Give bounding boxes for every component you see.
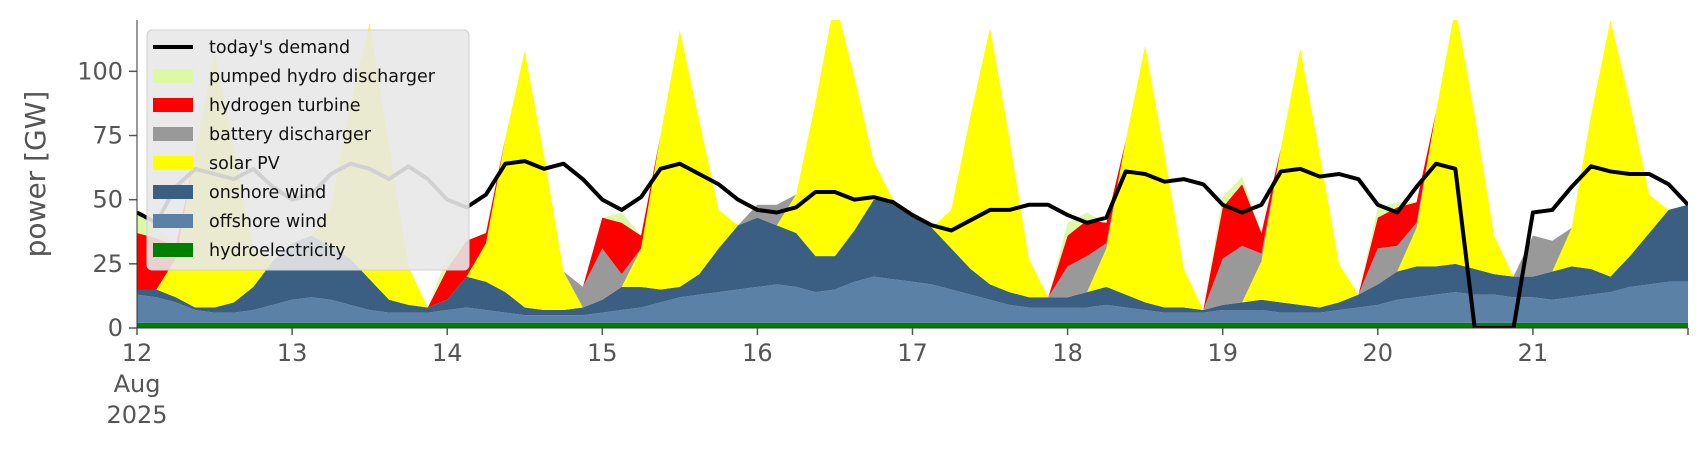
legend-label-today-s-demand: today's demand (209, 38, 350, 58)
x-ticks: 12 Aug 2025 13 14 15 16 17 18 19 20 21 (106, 328, 1689, 429)
y-tick-label: 25 (92, 250, 123, 278)
y-axis-title: power [GW] (19, 91, 52, 258)
y-tick-label: 50 (92, 186, 123, 214)
legend-swatch-hydroelectricity (153, 243, 193, 257)
legend-swatch-solar-pv (153, 156, 193, 170)
x-tick-label: 13 (277, 339, 308, 367)
area-solar-pv (137, 20, 1688, 311)
legend-label-solar-pv: solar PV (209, 154, 280, 174)
legend-label-offshore-wind: offshore wind (209, 212, 327, 232)
x-tick-label: 16 (742, 339, 773, 367)
x-tick-year-label: 2025 (106, 401, 167, 429)
area-onshore-wind (137, 199, 1688, 316)
legend-label-hydrogen-turbine: hydrogen turbine (209, 96, 361, 116)
legend-box (146, 29, 470, 271)
x-tick-label: 21 (1518, 339, 1549, 367)
y-tick-label: 100 (77, 57, 123, 85)
y-tick-label: 0 (108, 314, 123, 342)
x-tick-label: 20 (1363, 339, 1394, 367)
legend: today's demand pumped hydro discharger hyd… (146, 29, 470, 271)
legend-label-pumped-hydro-discharger: pumped hydro discharger (209, 67, 436, 87)
area-offshore-wind (137, 276, 1688, 323)
x-tick-label: 15 (587, 339, 618, 367)
x-tick-label: 19 (1207, 339, 1238, 367)
legend-label-battery-discharger: battery discharger (209, 125, 372, 145)
legend-label-onshore-wind: onshore wind (209, 183, 326, 203)
y-tick-label: 75 (92, 122, 123, 150)
legend-label-hydroelectricity: hydroelectricity (209, 241, 346, 261)
x-tick-month-label: Aug (114, 370, 161, 398)
x-tick-label: 17 (897, 339, 928, 367)
y-ticks: 0 25 50 75 100 (77, 57, 137, 342)
legend-swatch-pumped-hydro-discharger (153, 69, 193, 83)
legend-swatch-battery-discharger (153, 127, 193, 141)
legend-swatch-hydrogen-turbine (153, 98, 193, 112)
stacked-area-layer (137, 20, 1688, 328)
legend-swatch-offshore-wind (153, 214, 193, 228)
x-tick-label: 14 (432, 339, 463, 367)
legend-swatch-onshore-wind (153, 185, 193, 199)
x-tick-label: 18 (1052, 339, 1083, 367)
area-hydroelectricity (137, 322, 1688, 328)
x-tick-label: 12 (122, 339, 153, 367)
